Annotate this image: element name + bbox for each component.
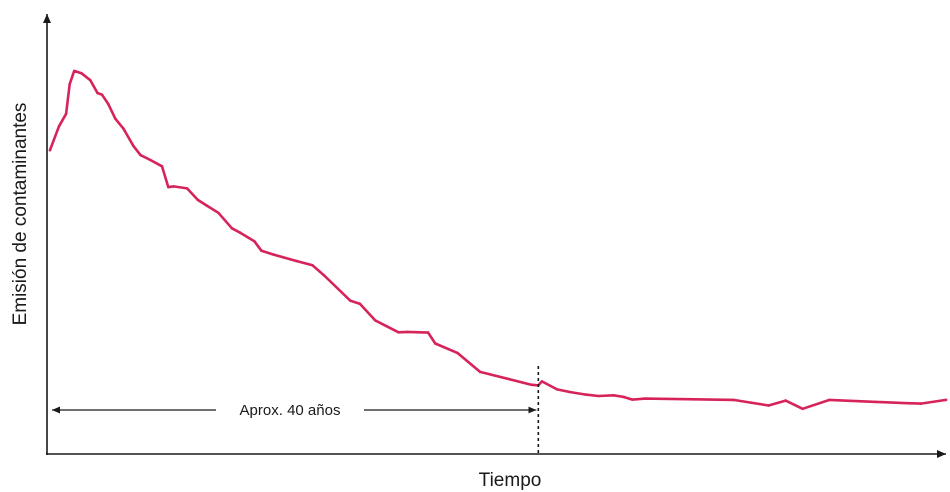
data-point: [919, 402, 923, 405]
y-axis-label: Emisión de contaminantes: [10, 103, 31, 326]
data-point: [217, 211, 220, 215]
data-point: [48, 148, 52, 152]
data-point: [196, 198, 200, 202]
data-point: [230, 227, 234, 230]
data-point: [253, 239, 256, 243]
data-point: [205, 204, 209, 207]
annotation-label: Aprox. 40 años: [240, 402, 341, 419]
data-point: [89, 78, 92, 82]
data-point: [631, 398, 634, 401]
data-point: [478, 370, 482, 374]
data-point: [584, 393, 588, 396]
data-point: [311, 264, 314, 267]
data-point: [260, 249, 263, 253]
data-point: [106, 102, 110, 106]
data-point: [149, 158, 152, 162]
data-point: [68, 82, 71, 86]
data-point: [64, 112, 68, 116]
data-point: [272, 253, 276, 256]
data-point: [238, 231, 242, 234]
data-point: [597, 394, 600, 398]
data-point: [906, 401, 909, 405]
data-point: [96, 91, 99, 95]
series-line-0: [48, 69, 948, 411]
data-point: [612, 394, 615, 397]
data-point: [874, 400, 878, 404]
data-point: [172, 185, 175, 188]
data-point: [132, 144, 135, 148]
data-point: [80, 71, 83, 75]
data-point: [568, 390, 571, 394]
data-point: [944, 398, 948, 402]
data-point: [322, 274, 326, 277]
data-point: [185, 187, 189, 190]
data-point: [373, 319, 377, 322]
data-point: [139, 153, 142, 157]
data-point: [828, 398, 831, 402]
data-point: [732, 398, 735, 402]
data-point: [295, 259, 298, 263]
data-point: [57, 125, 61, 128]
data-point: [540, 380, 544, 383]
data-point: [358, 302, 362, 306]
data-point: [426, 331, 430, 334]
data-point: [784, 399, 787, 402]
data-point: [456, 351, 460, 355]
data-point: [100, 93, 104, 96]
data-point: [643, 397, 647, 400]
data-point: [622, 395, 625, 399]
data-point: [693, 398, 697, 401]
data-point: [397, 331, 400, 334]
data-point: [767, 404, 770, 407]
data-point: [801, 407, 804, 411]
data-point: [160, 165, 164, 168]
data-point: [555, 388, 559, 391]
data-point: [406, 330, 409, 334]
data-point: [167, 185, 170, 189]
data-point: [749, 401, 752, 404]
data-point: [72, 69, 76, 73]
data-point: [114, 117, 117, 121]
data-point: [348, 299, 352, 302]
data-point: [529, 383, 533, 387]
data-point: [122, 127, 125, 130]
x-axis-label: Tiempo: [479, 470, 542, 491]
data-point: [434, 342, 437, 345]
